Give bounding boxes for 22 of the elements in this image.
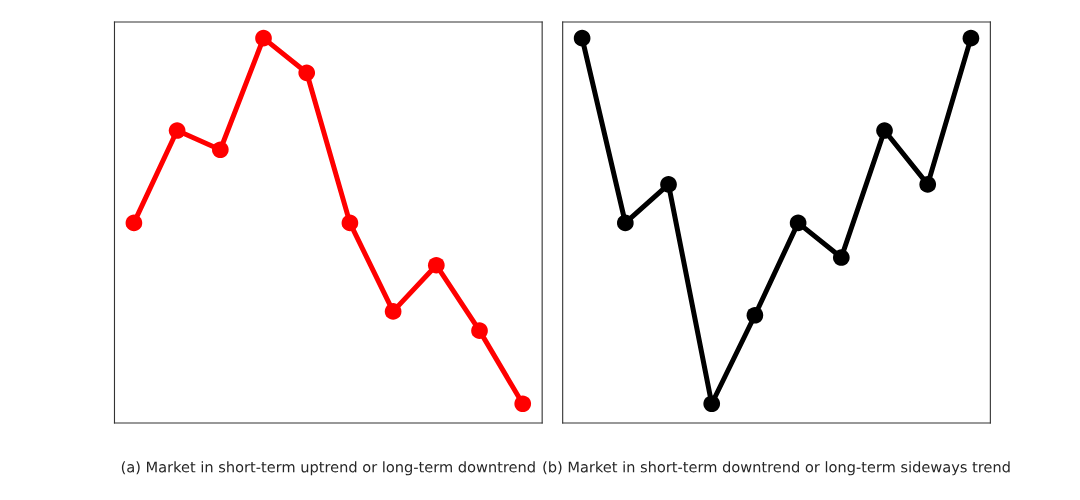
point: [703, 395, 721, 413]
point: [298, 64, 316, 82]
point: [427, 256, 445, 274]
point: [168, 122, 186, 139]
point: [384, 303, 402, 320]
point: [832, 249, 850, 266]
point: [616, 214, 634, 232]
point: [211, 141, 229, 159]
x-axis-title: (b) Market in short-term downtrend or long-term sideways trend: [543, 461, 1010, 476]
point: [573, 29, 591, 47]
point: [962, 29, 980, 47]
point: [341, 214, 359, 232]
point: [789, 214, 807, 232]
point: [746, 306, 764, 324]
point: [514, 395, 532, 413]
point: [255, 29, 272, 47]
x-axis-title: (a) Market in short-term uptrend or long-term downtrend: [121, 461, 535, 476]
point: [919, 176, 937, 193]
point: [471, 322, 488, 339]
point: [125, 214, 143, 232]
point: [876, 122, 893, 139]
point: [660, 176, 677, 193]
